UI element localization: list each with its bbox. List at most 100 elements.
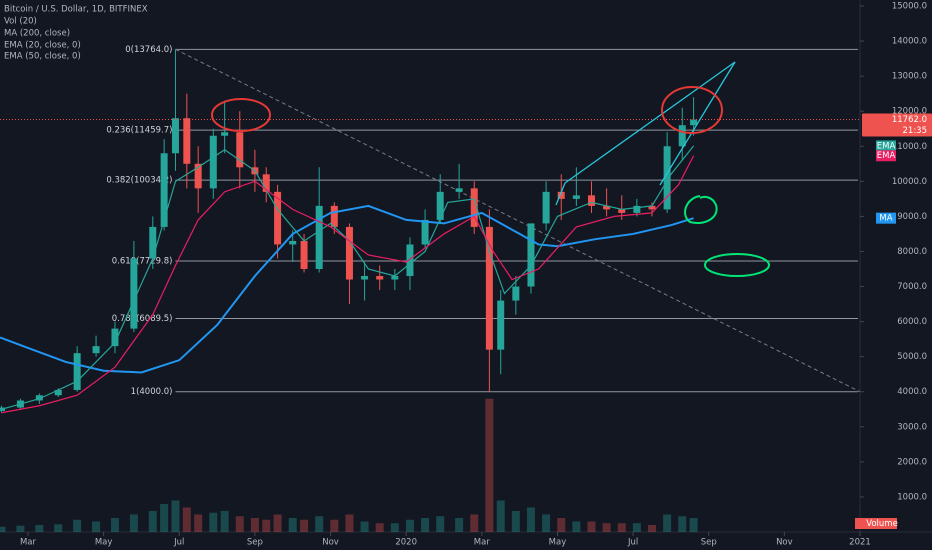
highlight-circle	[211, 98, 271, 132]
volume-bar	[250, 517, 259, 532]
fib-label: 1(4000.0)	[131, 387, 173, 397]
candle-body	[421, 219, 429, 245]
candle-body	[194, 163, 202, 189]
candle-body	[262, 174, 270, 192]
candle-body	[497, 300, 505, 350]
candle-body	[557, 191, 565, 199]
y-tick-label: 11000.0	[892, 142, 927, 152]
countdown-label: 21:35	[903, 126, 928, 136]
y-tick-label: 5000.0	[897, 352, 927, 362]
x-tick-label: Jul	[173, 538, 184, 548]
volume-bar	[511, 510, 520, 532]
x-tick-label: 2021	[849, 538, 871, 548]
candle-body	[171, 118, 179, 154]
volume-bar	[485, 398, 494, 532]
volume-bar	[160, 503, 169, 532]
volume-bar	[262, 519, 271, 532]
legend-entry: MA (200, close)	[4, 29, 70, 39]
fib-label: 0.382(10034.2)	[106, 176, 172, 186]
indicator-line	[0, 204, 694, 374]
volume-bar	[455, 517, 464, 532]
y-tick-label: 2000.0	[897, 457, 927, 467]
y-tick-label: 4000.0	[897, 387, 927, 397]
volume-bar	[330, 519, 339, 532]
fib-label: 0.618(7729.8)	[112, 256, 173, 266]
candle-body	[300, 240, 308, 269]
volume-bar	[129, 514, 138, 532]
candle-body	[406, 244, 414, 277]
volume-bar	[470, 514, 479, 532]
drawings	[211, 61, 770, 277]
candle-body	[542, 191, 550, 224]
volume-bar	[288, 517, 297, 532]
series-badge-label: MA	[879, 214, 892, 224]
highlight-circle	[661, 86, 723, 134]
candle-body	[183, 118, 191, 164]
x-tick-label: 2020	[395, 538, 417, 548]
volume-bar	[390, 523, 399, 532]
volume-bar	[194, 514, 203, 532]
volume-bar	[375, 523, 384, 532]
volume-bar	[73, 519, 82, 532]
candle-body	[160, 153, 168, 227]
candle-body	[111, 328, 119, 347]
volume-bar	[572, 521, 581, 532]
volume-bar	[436, 516, 445, 532]
candle-body	[648, 205, 656, 210]
series-badge	[876, 212, 896, 224]
y-tick-label: 13000.0	[892, 72, 927, 82]
volume-bar	[689, 517, 698, 532]
candle-body	[678, 125, 686, 147]
legend-entry: EMA (20, close, 0)	[4, 41, 81, 51]
candle-body	[130, 258, 138, 329]
candle-body	[35, 395, 43, 401]
legend-title: Bitcoin / U.S. Dollar, 1D, BITFINEX	[4, 5, 148, 15]
volume-bar	[678, 516, 687, 532]
candle-body	[315, 205, 323, 269]
volume-bar	[557, 517, 566, 532]
volume-bar	[54, 524, 63, 532]
volume-bar	[273, 514, 282, 532]
candle-body	[221, 132, 229, 136]
volume-bar	[632, 523, 641, 532]
candle-body	[618, 209, 626, 213]
x-tick-label: Nov	[776, 538, 793, 548]
volume-bar	[16, 525, 25, 532]
candle-body	[603, 205, 611, 210]
volume-bar	[300, 519, 309, 532]
candle-body	[391, 276, 399, 280]
series-badge	[876, 150, 896, 162]
x-tick-label: Mar	[474, 538, 491, 548]
x-tick-label: May	[549, 538, 567, 548]
volume-bar	[602, 523, 611, 532]
x-tick-label: Mar	[20, 538, 37, 548]
candle-body	[690, 119, 698, 126]
candle-body	[92, 346, 100, 354]
fib-label: 0.786(6089.5)	[112, 314, 173, 324]
candle-body	[361, 276, 369, 280]
candle-body	[289, 240, 297, 245]
candle-body	[73, 353, 81, 390]
volume-bar	[617, 523, 626, 532]
last-price-label: 11762.0	[892, 115, 927, 125]
series-badge-label: EMA	[877, 141, 896, 151]
volume-bar	[92, 521, 101, 532]
y-tick-label: 8000.0	[897, 247, 927, 257]
volume-bar	[171, 500, 180, 532]
volume-bar	[35, 524, 44, 532]
volume-bar	[542, 514, 551, 532]
volume-badge-label: Volume	[866, 519, 898, 529]
volume-bar	[360, 521, 369, 532]
candle-body	[149, 226, 157, 259]
legend-entry: Vol (20)	[4, 17, 37, 27]
x-tick-label: Sep	[247, 538, 263, 548]
legend-entry: EMA (50, close, 0)	[4, 52, 81, 62]
highlight-circle	[684, 195, 718, 224]
candle-body	[587, 195, 595, 206]
volume-bar	[148, 510, 157, 532]
candle-body	[209, 135, 217, 189]
wedge-line	[555, 182, 566, 206]
candle-body	[376, 276, 384, 280]
